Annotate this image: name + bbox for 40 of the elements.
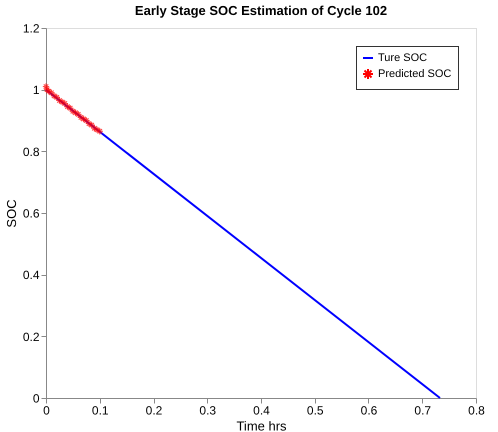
x-tick-label: 0.6	[360, 404, 378, 418]
x-tick-label: 0.7	[414, 404, 432, 418]
y-axis-title: SOC	[4, 199, 19, 228]
legend-label: Predicted SOC	[378, 68, 452, 80]
point	[90, 124, 98, 132]
point	[61, 100, 69, 108]
x-axis-title: Time hrs	[236, 418, 288, 432]
x-tick-label: 0	[43, 404, 50, 418]
x-tick-label: 0.5	[306, 404, 324, 418]
x-tick-label: 0.3	[199, 404, 216, 418]
x-tick-label: 0.1	[92, 404, 109, 418]
point	[85, 120, 93, 128]
point	[56, 96, 64, 104]
x-tick-label: 0.4	[253, 404, 270, 418]
point	[64, 102, 72, 110]
point	[69, 107, 77, 116]
point	[80, 115, 88, 123]
point	[50, 92, 58, 100]
y-tick-label: 1.2	[22, 22, 40, 36]
point	[52, 94, 61, 102]
point	[93, 126, 101, 134]
x-tick-label: 0.8	[468, 404, 486, 418]
chart-title: Early Stage SOC Estimation of Cycle 102	[134, 3, 388, 18]
y-tick-label: 0.8	[22, 144, 40, 159]
point	[42, 82, 50, 90]
point	[77, 114, 85, 122]
legend-label: Ture SOC	[378, 52, 428, 64]
point	[66, 104, 74, 112]
point	[74, 110, 82, 118]
y-tick-label: 0	[32, 392, 40, 406]
y-tick-label: 0.2	[22, 330, 40, 344]
y-tick-label: 1	[32, 83, 40, 98]
point	[96, 128, 104, 136]
y-tick-label: 0.4	[22, 268, 40, 282]
point	[58, 98, 66, 106]
x-tick-label: 0.2	[146, 404, 163, 418]
point	[72, 109, 80, 117]
point	[88, 121, 96, 129]
point	[82, 116, 90, 124]
y-tick-label: 0.6	[22, 206, 40, 220]
